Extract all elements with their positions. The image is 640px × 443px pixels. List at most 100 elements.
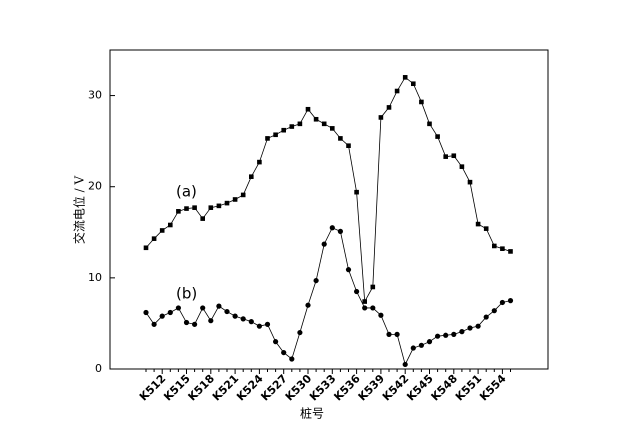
marker (346, 143, 351, 148)
marker (281, 349, 287, 356)
marker (265, 136, 270, 141)
marker (507, 298, 514, 304)
marker (208, 318, 214, 324)
annotation: (a) (176, 183, 197, 201)
x-tick-label: K536 (331, 372, 363, 404)
marker (289, 124, 295, 129)
marker (257, 159, 262, 165)
marker (175, 305, 181, 311)
marker (435, 134, 440, 139)
marker (491, 308, 497, 314)
marker (337, 228, 343, 234)
x-tick-label: K527 (258, 372, 289, 403)
x-tick-label: K515 (161, 372, 192, 403)
x-tick-label: K518 (186, 372, 217, 403)
marker (321, 241, 327, 247)
marker (338, 136, 343, 141)
x-tick-label: K521 (210, 372, 241, 403)
x-tick-label: K512 (137, 372, 168, 403)
marker (224, 308, 230, 315)
marker (411, 81, 416, 87)
marker (483, 314, 489, 320)
marker (500, 246, 505, 251)
series-line (145, 227, 511, 366)
marker (451, 153, 457, 159)
y-tick-label: 0 (95, 362, 102, 375)
marker (216, 203, 222, 209)
marker (354, 288, 360, 295)
annotation: (b) (176, 285, 197, 303)
marker (354, 189, 359, 195)
plot-frame (109, 49, 549, 370)
marker (492, 243, 497, 249)
x-tick-label: K542 (380, 372, 411, 403)
x-tick-label: K545 (404, 372, 435, 403)
marker (168, 222, 173, 228)
marker (443, 154, 448, 159)
marker (200, 216, 205, 221)
x-tick-label: K524 (234, 372, 266, 404)
marker (394, 331, 400, 337)
marker (249, 174, 254, 179)
marker (370, 284, 376, 290)
marker (256, 323, 262, 329)
marker (362, 299, 367, 304)
marker (402, 75, 408, 80)
marker (313, 277, 319, 284)
marker (297, 121, 303, 127)
marker (419, 99, 424, 105)
marker (289, 356, 295, 362)
marker (208, 205, 214, 210)
marker (321, 121, 327, 127)
marker (443, 332, 449, 338)
marker (345, 267, 352, 273)
marker (508, 249, 513, 254)
marker (467, 179, 473, 185)
x-tick-label: K539 (356, 372, 387, 403)
marker (378, 312, 384, 318)
y-axis-label: 交流电位 / V (72, 175, 87, 244)
marker (435, 333, 441, 339)
marker (427, 121, 432, 127)
marker (426, 339, 433, 345)
y-tick-label: 20 (88, 180, 102, 193)
marker (232, 313, 238, 319)
marker (305, 302, 311, 308)
marker (410, 345, 416, 351)
y-tick-label: 30 (88, 89, 102, 102)
marker (330, 126, 335, 131)
marker (370, 305, 376, 311)
marker (386, 331, 392, 337)
marker (362, 305, 368, 311)
marker (159, 313, 165, 319)
marker (143, 245, 149, 251)
marker (418, 342, 424, 348)
marker (240, 316, 246, 322)
marker (475, 221, 481, 227)
marker (305, 106, 311, 112)
marker (313, 116, 319, 122)
marker (192, 205, 197, 210)
marker (240, 192, 246, 198)
marker (273, 132, 278, 138)
marker (151, 236, 157, 241)
marker (192, 321, 198, 327)
x-tick-label: K533 (307, 372, 338, 403)
marker (329, 225, 335, 231)
marker (232, 197, 238, 202)
marker (459, 329, 465, 335)
marker (394, 88, 400, 94)
marker (451, 331, 457, 337)
marker (248, 319, 254, 325)
marker (151, 321, 157, 327)
marker (159, 228, 165, 233)
marker (200, 305, 206, 311)
marker (184, 206, 189, 211)
marker (176, 209, 181, 214)
marker (378, 115, 384, 120)
marker (475, 323, 481, 329)
marker (499, 299, 505, 306)
x-tick-label: K548 (429, 372, 460, 403)
marker (224, 200, 230, 206)
marker (264, 321, 271, 327)
